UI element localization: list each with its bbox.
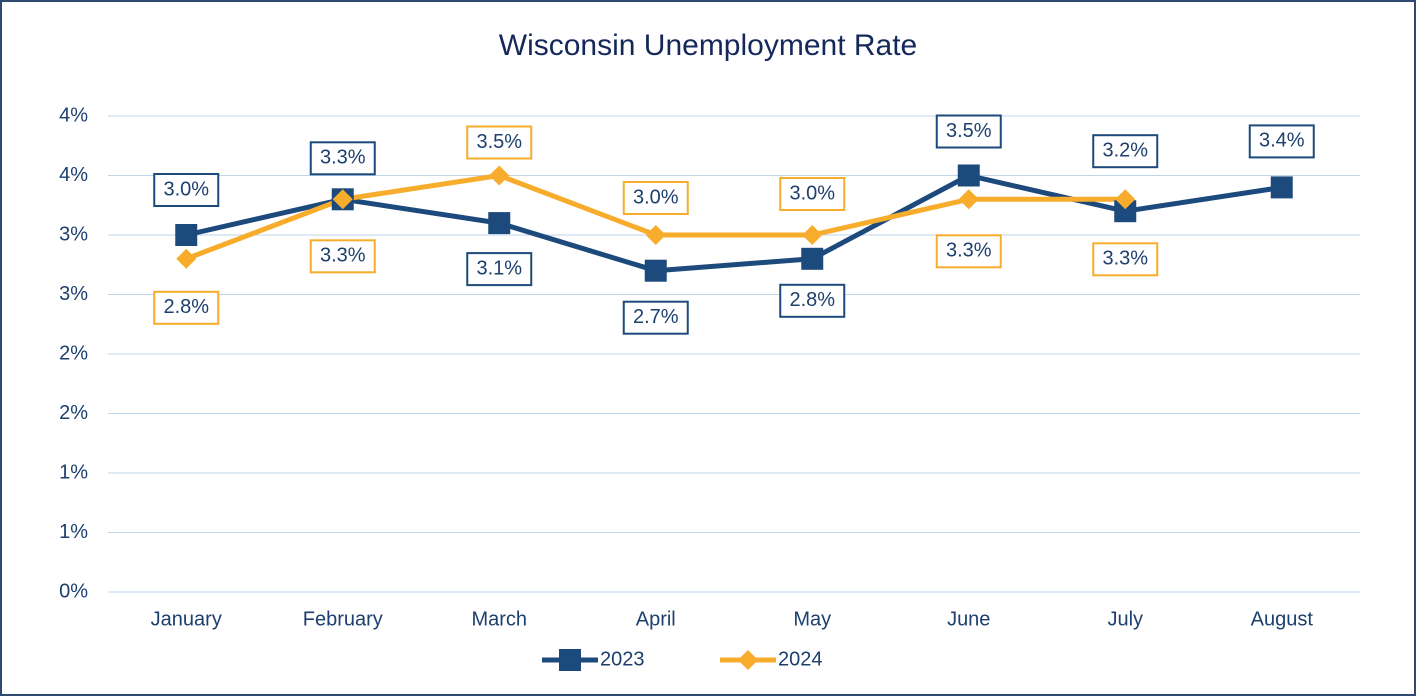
marker bbox=[1114, 200, 1137, 223]
x-tick-label: March bbox=[471, 608, 527, 630]
data-label-box bbox=[153, 173, 220, 207]
data-label: 3.1% bbox=[476, 257, 522, 279]
data-label: 3.2% bbox=[1102, 139, 1148, 161]
marker bbox=[488, 212, 511, 235]
data-label: 3.0% bbox=[163, 178, 209, 200]
chart-title: Wisconsin Unemployment Rate bbox=[499, 29, 918, 62]
data-label-box bbox=[935, 234, 1002, 269]
data-label: 3.3% bbox=[320, 245, 366, 267]
marker bbox=[802, 225, 823, 245]
data-label: 2.8% bbox=[163, 296, 209, 318]
x-tick-label: February bbox=[303, 608, 383, 630]
data-label: 3.0% bbox=[633, 186, 679, 208]
data-label: 3.5% bbox=[476, 131, 522, 153]
marker bbox=[559, 649, 581, 671]
marker bbox=[1270, 176, 1293, 199]
data-label: 3.0% bbox=[789, 182, 835, 204]
marker bbox=[176, 248, 197, 269]
x-tick-label: May bbox=[793, 608, 831, 630]
x-tick-label: April bbox=[636, 608, 676, 630]
y-tick-label: 4% bbox=[59, 164, 88, 186]
data-label-box bbox=[779, 177, 846, 211]
data-label-box bbox=[935, 114, 1002, 149]
x-tick-label: July bbox=[1107, 608, 1143, 630]
data-label: 3.3% bbox=[1102, 248, 1148, 270]
data-label-box bbox=[779, 283, 846, 318]
marker bbox=[175, 224, 198, 246]
y-tick-label: 1% bbox=[59, 461, 88, 483]
data-label-box bbox=[466, 252, 533, 287]
y-tick-label: 2% bbox=[59, 402, 88, 424]
data-label-box bbox=[1092, 134, 1159, 169]
marker bbox=[958, 189, 979, 210]
x-tick-label: August bbox=[1251, 608, 1314, 630]
marker bbox=[957, 164, 980, 187]
data-label-box bbox=[309, 141, 376, 176]
marker bbox=[489, 165, 510, 186]
marker bbox=[645, 225, 666, 245]
data-label: 3.4% bbox=[1259, 130, 1305, 152]
data-label: 3.5% bbox=[946, 120, 992, 142]
data-label: 2.7% bbox=[633, 306, 679, 328]
data-label-box bbox=[622, 181, 689, 215]
x-tick-label: June bbox=[947, 608, 990, 630]
marker bbox=[1115, 189, 1136, 210]
legend-label: 2024 bbox=[778, 648, 823, 670]
data-label-box bbox=[622, 300, 689, 335]
data-label: 3.3% bbox=[320, 147, 366, 169]
data-label: 3.3% bbox=[946, 240, 992, 262]
data-label-box bbox=[1248, 124, 1315, 159]
y-tick-label: 4% bbox=[59, 104, 88, 126]
y-tick-label: 3% bbox=[59, 283, 88, 305]
x-tick-label: January bbox=[151, 608, 222, 630]
data-label-box bbox=[153, 290, 220, 325]
y-tick-label: 2% bbox=[59, 342, 88, 364]
marker bbox=[738, 650, 758, 670]
legend-label: 2023 bbox=[600, 648, 645, 670]
marker bbox=[332, 189, 353, 210]
marker bbox=[801, 247, 824, 270]
data-label-box bbox=[466, 125, 533, 160]
series-line bbox=[185, 173, 1283, 274]
data-label-box bbox=[309, 239, 376, 274]
y-tick-label: 0% bbox=[59, 580, 88, 602]
data-label-box bbox=[1092, 242, 1159, 277]
marker bbox=[644, 259, 667, 282]
y-tick-label: 1% bbox=[59, 521, 88, 543]
y-tick-label: 3% bbox=[59, 223, 88, 245]
data-label: 2.8% bbox=[789, 289, 835, 311]
